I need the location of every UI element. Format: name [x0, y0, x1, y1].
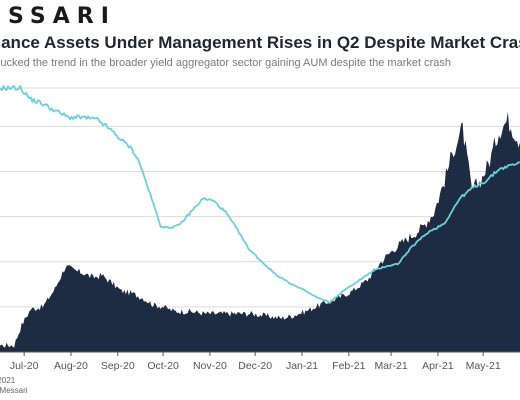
- x-tick-label: Mar-21: [374, 360, 407, 372]
- x-tick-label: Jul-20: [10, 360, 39, 372]
- x-tick-label: Nov-20: [193, 360, 227, 372]
- series-area-aum: [0, 111, 520, 352]
- x-tick-label: Aug-20: [54, 360, 88, 372]
- chart-title: inance Assets Under Management Rises in …: [0, 33, 520, 52]
- x-tick-label: Feb-21: [332, 360, 365, 372]
- area-series: [0, 111, 520, 352]
- chart-subtitle: te bucked the trend in the broader yield…: [0, 57, 451, 69]
- x-tick-label: Jan-21: [286, 360, 318, 372]
- x-tick-labels: Jul-20 Aug-20 Sep-20 Oct-20 Nov-20 Dec-20 Jan-…: [10, 352, 501, 372]
- x-tick-label: Oct-20: [147, 360, 179, 372]
- series-line: [0, 85, 520, 304]
- x-tick-label: Apr-21: [422, 360, 454, 372]
- x-tick-label: Sep-20: [101, 360, 135, 372]
- footnote-date: 30, 2021: [0, 376, 16, 385]
- x-tick-label: Dec-20: [238, 360, 272, 372]
- line-series: [0, 85, 520, 304]
- brand-logo: ESSARI: [0, 4, 116, 29]
- x-tick-label: May-21: [466, 360, 501, 372]
- footnote-source: ma, Messari: [0, 386, 28, 395]
